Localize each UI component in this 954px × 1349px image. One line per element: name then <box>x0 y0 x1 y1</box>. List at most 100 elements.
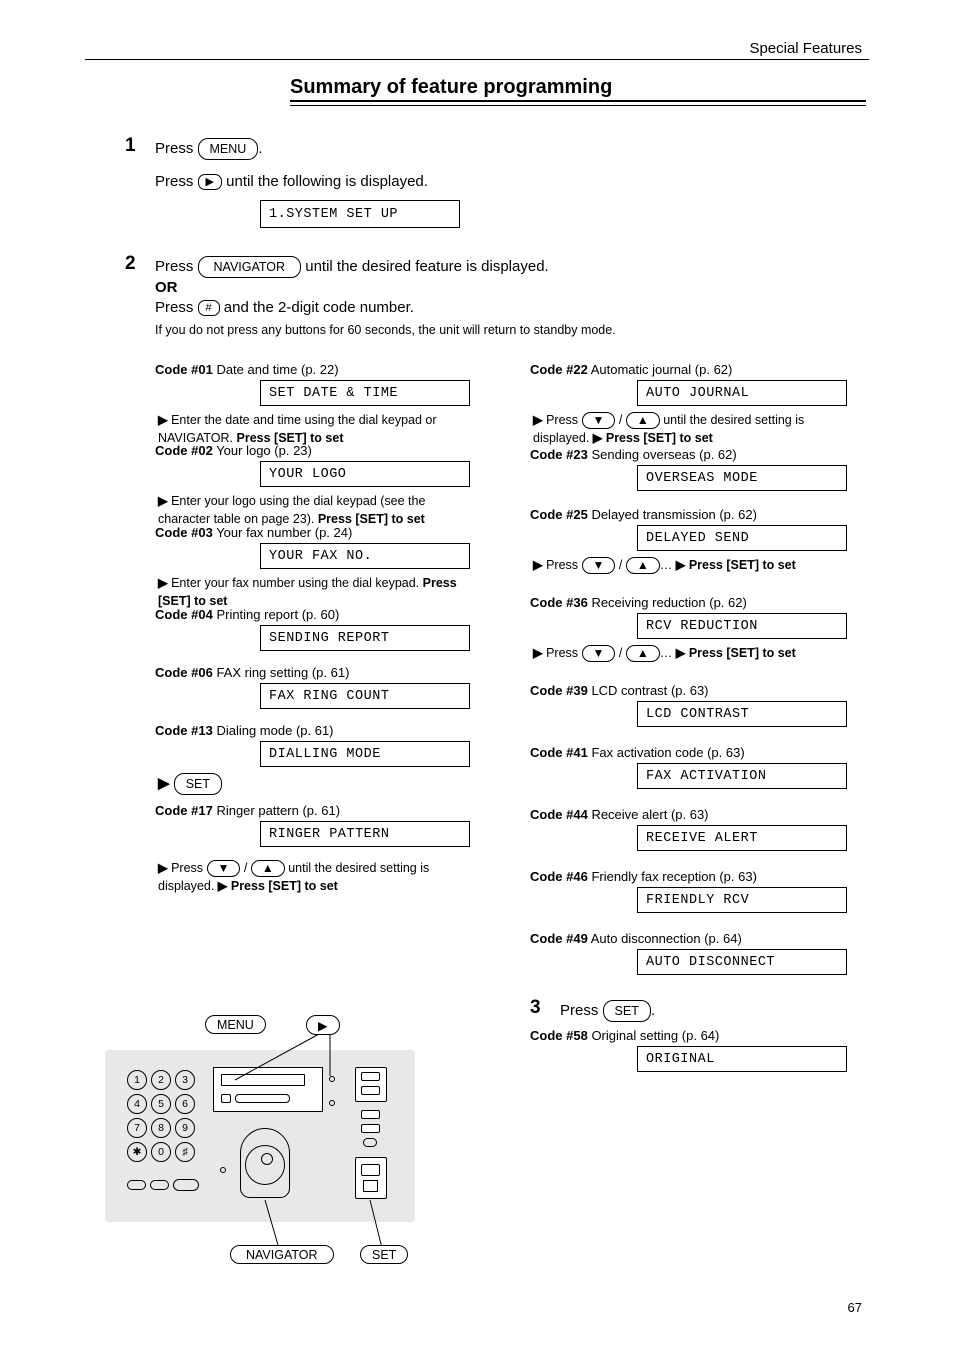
led-2 <box>329 1100 335 1106</box>
entry-l0-note: ▶ Enter the date and time using the dial… <box>158 412 468 447</box>
key-1: 1 <box>127 1070 147 1090</box>
header-rule <box>85 59 869 60</box>
entry-r2-lcd: DELAYED SEND <box>637 525 847 551</box>
lcd-advanced: 1.SYSTEM SET UP <box>260 200 460 228</box>
menu-label: MENU <box>205 1015 266 1034</box>
panel-lcd-mini <box>221 1094 231 1103</box>
panel-illustration: 1 2 3 4 5 6 7 8 9 ✱ 0 ♯ <box>105 1050 415 1222</box>
set-button-ref-left: SET <box>174 773 222 795</box>
key-5: 5 <box>151 1094 171 1114</box>
btn-top-1 <box>361 1072 380 1081</box>
entry-r7-lcd: FRIENDLY RCV <box>637 887 847 913</box>
step2-alt: Press # and the 2-digit code number. <box>155 298 855 318</box>
key-3: 3 <box>175 1070 195 1090</box>
section-title: Summary of feature programming <box>290 76 612 99</box>
entry-r9-lcd: ORIGINAL <box>637 1046 847 1072</box>
btn-bot-1 <box>361 1164 380 1176</box>
navigator-button-ref: NAVIGATOR <box>198 256 302 278</box>
key-star: ✱ <box>127 1142 147 1162</box>
btn-mid-1 <box>361 1110 380 1119</box>
set-label: SET <box>360 1245 408 1264</box>
nav-up-ref: ▲ <box>251 860 285 877</box>
loupe-pill: ▶ <box>306 1015 340 1035</box>
entry-r1-lcd: OVERSEAS MODE <box>637 465 847 491</box>
btn-bot-2 <box>363 1180 378 1192</box>
entry-l5-head: Code #13 Dialing mode (p. 61) <box>155 723 334 738</box>
title-rule-1 <box>290 100 866 102</box>
entry-r4-lcd: LCD CONTRAST <box>637 701 847 727</box>
r-between-2: ▶ Press ▼ / ▲… ▶ Press [SET] to set <box>533 557 853 575</box>
step3-num: 3 <box>530 997 541 1019</box>
menu-button-ref: MENU <box>198 138 259 160</box>
entry-r3-lcd: RCV REDUCTION <box>637 613 847 639</box>
entry-r8-lcd: AUTO DISCONNECT <box>637 949 847 975</box>
key-6: 6 <box>175 1094 195 1114</box>
step2-num: 2 <box>125 253 136 275</box>
entry-l1-head: Code #02 Your logo (p. 23) <box>155 443 312 458</box>
entry-r1-head: Code #23 Sending overseas (p. 62) <box>530 447 737 462</box>
key-0: 0 <box>151 1142 171 1162</box>
led-1 <box>329 1076 335 1082</box>
key-4: 4 <box>127 1094 147 1114</box>
key-8: 8 <box>151 1118 171 1138</box>
key-7: 7 <box>127 1118 147 1138</box>
lcd-advanced-text: 1.SYSTEM SET UP <box>269 207 398 222</box>
entry-l5-lcd: DIALLING MODE <box>260 741 470 767</box>
key-hash: ♯ <box>175 1142 195 1162</box>
step1b-text: Press ▶ until the following is displayed… <box>155 172 428 192</box>
step3-text: Press SET. <box>560 1000 655 1022</box>
entry-r5-lcd: FAX ACTIVATION <box>637 763 847 789</box>
btn-mid-3 <box>363 1138 377 1147</box>
nav-down-ref: ▼ <box>207 860 241 877</box>
step2-or: OR <box>155 278 178 298</box>
r-between-0: ▶ Press ▼ / ▲ until the desired setting … <box>533 412 853 447</box>
navigator-label: NAVIGATOR <box>230 1245 334 1264</box>
entry-l1-note: ▶ Enter your logo using the dial keypad … <box>158 493 468 528</box>
hash-button-ref: # <box>198 300 220 316</box>
page-number: 67 <box>848 1300 862 1315</box>
step1-text: Press MENU. <box>155 138 263 160</box>
title-rule-2 <box>290 105 866 106</box>
left-set-between: ▶ SET <box>158 773 222 795</box>
entry-l0-head: Code #01 Date and time (p. 22) <box>155 362 339 377</box>
entry-r4-head: Code #39 LCD contrast (p. 63) <box>530 683 709 698</box>
menu-pill: MENU <box>205 1015 266 1034</box>
set-button-ref-3: SET <box>603 1000 651 1022</box>
entry-r3-head: Code #36 Receiving reduction (p. 62) <box>530 595 747 610</box>
step2-text: Press NAVIGATOR until the desired featur… <box>155 256 549 278</box>
entry-r6-head: Code #44 Receive alert (p. 63) <box>530 807 709 822</box>
r-between-3: ▶ Press ▼ / ▲… ▶ Press [SET] to set <box>533 645 853 663</box>
entry-l4-lcd: FAX RING COUNT <box>260 683 470 709</box>
btn-mid-2 <box>361 1124 380 1133</box>
entry-l4-head: Code #06 FAX ring setting (p. 61) <box>155 665 349 680</box>
entry-l6-lcd: RINGER PATTERN <box>260 821 470 847</box>
entry-l2-lcd: YOUR FAX NO. <box>260 543 470 569</box>
entry-r6-lcd: RECEIVE ALERT <box>637 825 847 851</box>
entry-r8-head: Code #49 Auto disconnection (p. 64) <box>530 931 742 946</box>
misc-oval <box>173 1179 199 1191</box>
panel-lcd-bar <box>235 1094 290 1103</box>
misc-pill-2 <box>150 1180 169 1190</box>
entry-r7-head: Code #46 Friendly fax reception (p. 63) <box>530 869 757 884</box>
panel-lcd-line <box>221 1074 305 1086</box>
navigator-pill: NAVIGATOR <box>230 1245 334 1264</box>
entry-l6-head: Code #17 Ringer pattern (p. 61) <box>155 803 340 818</box>
entry-r9-head: Code #58 Original setting (p. 64) <box>530 1028 719 1043</box>
step2-note: If you do not press any buttons for 60 s… <box>155 322 616 340</box>
entry-r0-head: Code #22 Automatic journal (p. 62) <box>530 362 732 377</box>
entry-l2-note: ▶ Enter your fax number using the dial k… <box>158 575 468 610</box>
page-root: Special Features 67 Summary of feature p… <box>0 0 954 1349</box>
key-2: 2 <box>151 1070 171 1090</box>
entry-l3-lcd: SENDING REPORT <box>260 625 470 651</box>
entry-r0-lcd: AUTO JOURNAL <box>637 380 847 406</box>
navigator-housing <box>240 1128 290 1198</box>
misc-pill-1 <box>127 1180 146 1190</box>
step1-num: 1 <box>125 135 136 157</box>
entry-l1-lcd: YOUR LOGO <box>260 461 470 487</box>
btn-top-2 <box>361 1086 380 1095</box>
set-pill: SET <box>360 1245 408 1264</box>
entry-r5-head: Code #41 Fax activation code (p. 63) <box>530 745 745 760</box>
nav-led <box>220 1167 226 1173</box>
loupe-label: ▶ <box>306 1015 340 1035</box>
entry-l0-lcd: SET DATE & TIME <box>260 380 470 406</box>
